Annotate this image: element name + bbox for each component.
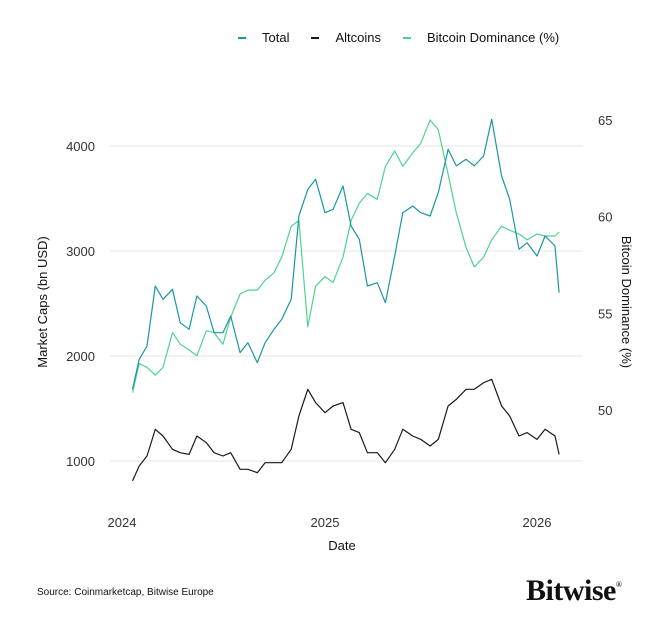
- y-left-axis-label: Market Caps (bn USD): [35, 236, 50, 367]
- series-line-altcoins: [131, 378, 560, 482]
- y-left-tick-label: 1000: [66, 454, 95, 469]
- x-axis-label: Date: [328, 538, 355, 553]
- x-tick-label: 2026: [523, 515, 552, 530]
- legend-item-dominance: Bitcoin Dominance (%): [403, 30, 559, 45]
- legend-item-total: Total: [238, 30, 289, 45]
- source-note: Source: Coinmarketcap, Bitwise Europe: [37, 587, 214, 598]
- x-tick-label: 2025: [311, 515, 340, 530]
- x-tick-label: 2024: [108, 515, 137, 530]
- y-right-tick-label: 50: [598, 403, 612, 418]
- legend-label-dominance: Bitcoin Dominance (%): [427, 30, 560, 45]
- y-left-tick-label: 3000: [66, 244, 95, 259]
- series-line-total: [131, 118, 560, 390]
- y-right-tick-label: 55: [598, 306, 612, 321]
- bitwise-logo: Bitwise®: [526, 574, 622, 607]
- legend-swatch-altcoins: [311, 36, 320, 39]
- legend: Total Altcoins Bitcoin Dominance (%): [238, 30, 581, 45]
- legend-label-altcoins: Altcoins: [335, 30, 381, 45]
- logo-text: Bitwise: [526, 574, 616, 607]
- y-right-tick-label: 60: [598, 210, 612, 225]
- legend-item-altcoins: Altcoins: [311, 30, 381, 45]
- series-line-bitcoin-dominance: [131, 119, 560, 393]
- legend-label-total: Total: [262, 30, 290, 45]
- legend-swatch-total: [238, 36, 246, 39]
- legend-swatch-dominance: [403, 36, 411, 39]
- y-right-tick-label: 65: [598, 113, 612, 128]
- y-right-axis-label: Bitcoin Dominance (%): [619, 236, 634, 368]
- y-left-tick-label: 4000: [66, 139, 95, 154]
- y-left-tick-label: 2000: [66, 349, 95, 364]
